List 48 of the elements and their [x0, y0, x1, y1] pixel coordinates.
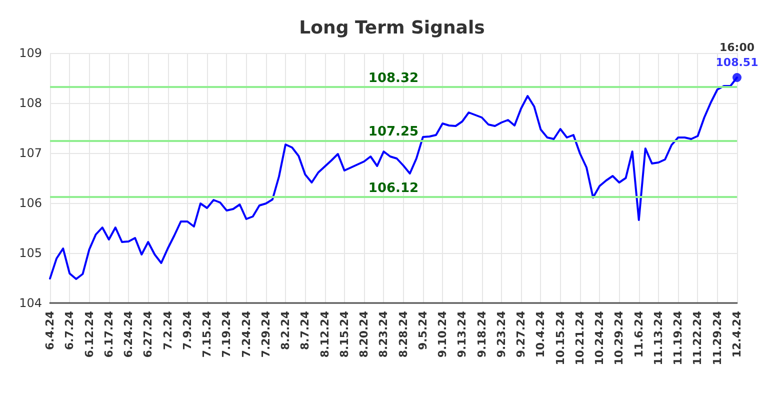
x-tick-label: 10.24.24: [593, 310, 606, 366]
x-tick-label: 8.23.24: [377, 310, 390, 358]
x-tick-label: 7.9.24: [180, 310, 194, 350]
x-tick-label: 6.17.24: [102, 310, 116, 358]
x-tick-label: 9.23.24: [494, 310, 508, 358]
x-tick-label: 8.15.24: [338, 310, 351, 358]
x-tick-label: 7.29.24: [259, 310, 272, 358]
x-tick-label: 6.7.24: [63, 310, 76, 350]
x-tick-label: 8.7.24: [298, 310, 312, 350]
x-tick-label: 10.15.24: [554, 310, 567, 366]
x-tick-label: 8.2.24: [279, 310, 292, 350]
x-tick-label: 6.27.24: [142, 310, 155, 358]
x-tick-label: 7.15.24: [200, 310, 214, 358]
y-tick-label: 105: [19, 246, 42, 260]
x-tick-label: 11.22.24: [691, 310, 704, 366]
x-tick-label: 8.12.24: [318, 310, 332, 358]
x-tick-label: 10.29.24: [612, 310, 626, 366]
x-tick-label: 9.27.24: [514, 310, 528, 358]
ref-line-label: 108.32: [368, 71, 419, 86]
x-tick-label: 11.6.24: [632, 310, 646, 358]
x-tick-label: 6.12.24: [82, 310, 96, 358]
x-tick-label: 7.2.24: [161, 310, 174, 350]
x-tick-label: 10.21.24: [573, 310, 586, 366]
y-tick-label: 107: [19, 146, 42, 160]
x-tick-label: 7.19.24: [220, 310, 234, 358]
annotation: 16:00: [719, 41, 755, 54]
x-tick-label: 7.24.24: [240, 310, 253, 358]
x-tick-label: 11.13.24: [652, 310, 665, 366]
chart-title: Long Term Signals: [299, 18, 485, 38]
y-tick-label: 104: [19, 296, 42, 310]
y-tick-label: 108: [19, 96, 42, 110]
y-tick-label: 109: [19, 46, 42, 60]
x-tick-label: 9.5.24: [416, 310, 430, 350]
y-tick-label: 106: [19, 196, 42, 210]
x-tick-label: 12.4.24: [730, 310, 744, 358]
ref-line-label: 106.12: [368, 181, 419, 196]
x-tick-label: 6.4.24: [44, 310, 56, 350]
x-tick-label: 8.28.24: [396, 310, 410, 358]
x-tick-label: 9.18.24: [475, 310, 488, 358]
x-tick-label: 9.13.24: [456, 310, 469, 358]
x-tick-label: 11.29.24: [710, 310, 724, 366]
data-label: 108.51: [716, 56, 758, 69]
x-tick-label: 8.20.24: [358, 310, 371, 358]
ref-line-label: 107.25: [368, 124, 419, 140]
x-tick-label: 11.19.24: [672, 310, 685, 366]
x-tick-label: 10.4.24: [534, 310, 548, 358]
x-tick-label: 9.10.24: [436, 310, 450, 358]
x-tick-label: 6.24.24: [122, 310, 136, 358]
